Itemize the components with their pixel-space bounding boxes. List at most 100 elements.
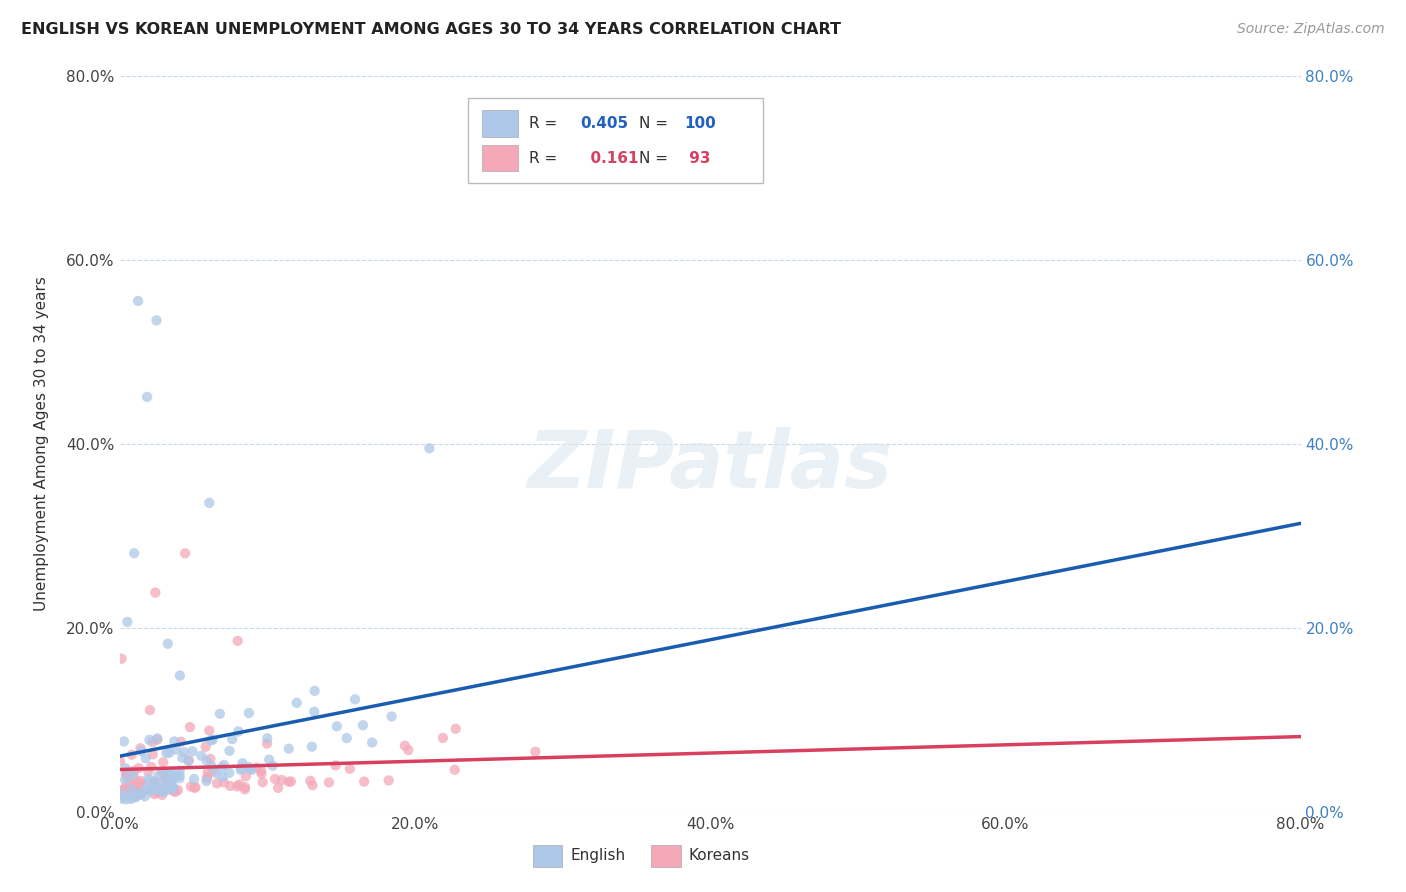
Point xyxy=(229,763,252,777)
Point xyxy=(250,766,273,780)
Point xyxy=(122,764,145,778)
Point xyxy=(336,731,359,745)
Point xyxy=(142,775,165,789)
Point xyxy=(201,732,224,747)
FancyBboxPatch shape xyxy=(651,845,681,867)
Point xyxy=(181,744,204,758)
Point xyxy=(195,771,218,785)
Point xyxy=(325,758,347,772)
Point xyxy=(218,765,240,780)
Point xyxy=(339,762,361,776)
Point xyxy=(228,777,250,791)
Point xyxy=(153,784,176,798)
Point xyxy=(169,768,191,782)
Point xyxy=(160,778,183,792)
Point xyxy=(252,775,274,789)
Text: Koreans: Koreans xyxy=(689,848,749,863)
Point xyxy=(127,784,149,798)
Point xyxy=(170,735,193,749)
Point xyxy=(195,772,218,786)
Point xyxy=(212,758,235,772)
Point xyxy=(238,706,260,720)
Text: 0.405: 0.405 xyxy=(581,116,628,131)
Point xyxy=(157,778,180,792)
Y-axis label: Unemployment Among Ages 30 to 34 years: Unemployment Among Ages 30 to 34 years xyxy=(35,277,49,611)
Point xyxy=(153,768,176,782)
Point xyxy=(169,668,191,682)
Point xyxy=(163,784,186,798)
Point xyxy=(131,779,153,793)
Point xyxy=(134,789,156,804)
Point xyxy=(112,734,135,748)
Point xyxy=(301,778,323,792)
Point xyxy=(145,313,167,327)
Point xyxy=(246,760,269,774)
Point xyxy=(228,724,250,739)
Point xyxy=(143,779,166,793)
Point xyxy=(326,719,349,733)
Point xyxy=(146,731,169,746)
Text: R =: R = xyxy=(529,151,562,166)
Point xyxy=(120,789,142,804)
Point xyxy=(235,769,257,783)
Point xyxy=(146,784,169,798)
Point xyxy=(183,780,205,795)
Point xyxy=(146,732,169,747)
Point xyxy=(152,776,174,790)
Point xyxy=(301,739,323,754)
Point xyxy=(200,733,222,747)
Point xyxy=(195,754,218,768)
Point xyxy=(524,745,547,759)
Point xyxy=(159,782,181,797)
Point xyxy=(152,756,174,770)
Point xyxy=(262,758,284,772)
Point xyxy=(122,770,145,784)
Point xyxy=(277,741,299,756)
Point xyxy=(156,774,179,789)
Point xyxy=(121,747,143,762)
Point xyxy=(174,546,197,560)
Text: N =: N = xyxy=(640,151,673,166)
Point xyxy=(299,773,322,788)
Point xyxy=(264,772,287,786)
Point xyxy=(157,765,180,780)
Point xyxy=(159,772,181,787)
Point xyxy=(211,770,233,784)
Point xyxy=(211,760,233,774)
Point xyxy=(110,652,132,666)
Point xyxy=(152,785,174,799)
Point xyxy=(221,732,243,747)
Point xyxy=(114,766,136,780)
Point xyxy=(146,785,169,799)
Point xyxy=(129,773,152,788)
Point xyxy=(344,692,367,706)
Point xyxy=(157,746,180,760)
Point xyxy=(124,790,146,805)
Point xyxy=(167,783,190,797)
Point xyxy=(169,771,191,785)
Text: N =: N = xyxy=(640,116,673,131)
Point xyxy=(135,751,157,765)
Point xyxy=(129,741,152,756)
Text: 100: 100 xyxy=(685,116,716,131)
Point xyxy=(257,753,280,767)
Point xyxy=(256,737,278,751)
Point xyxy=(121,781,143,796)
Point xyxy=(163,734,186,748)
Point xyxy=(142,747,165,762)
Point xyxy=(173,745,195,759)
Point xyxy=(117,615,139,629)
Point xyxy=(231,756,253,771)
Point xyxy=(184,780,207,795)
Point xyxy=(212,775,235,789)
Point xyxy=(256,731,278,746)
Point xyxy=(111,789,134,803)
Point xyxy=(201,759,224,773)
Point xyxy=(160,776,183,790)
Text: R =: R = xyxy=(529,116,562,131)
Point xyxy=(115,779,138,793)
Point xyxy=(120,792,142,806)
Point xyxy=(138,772,160,786)
Point xyxy=(112,785,135,799)
Point xyxy=(112,783,135,797)
